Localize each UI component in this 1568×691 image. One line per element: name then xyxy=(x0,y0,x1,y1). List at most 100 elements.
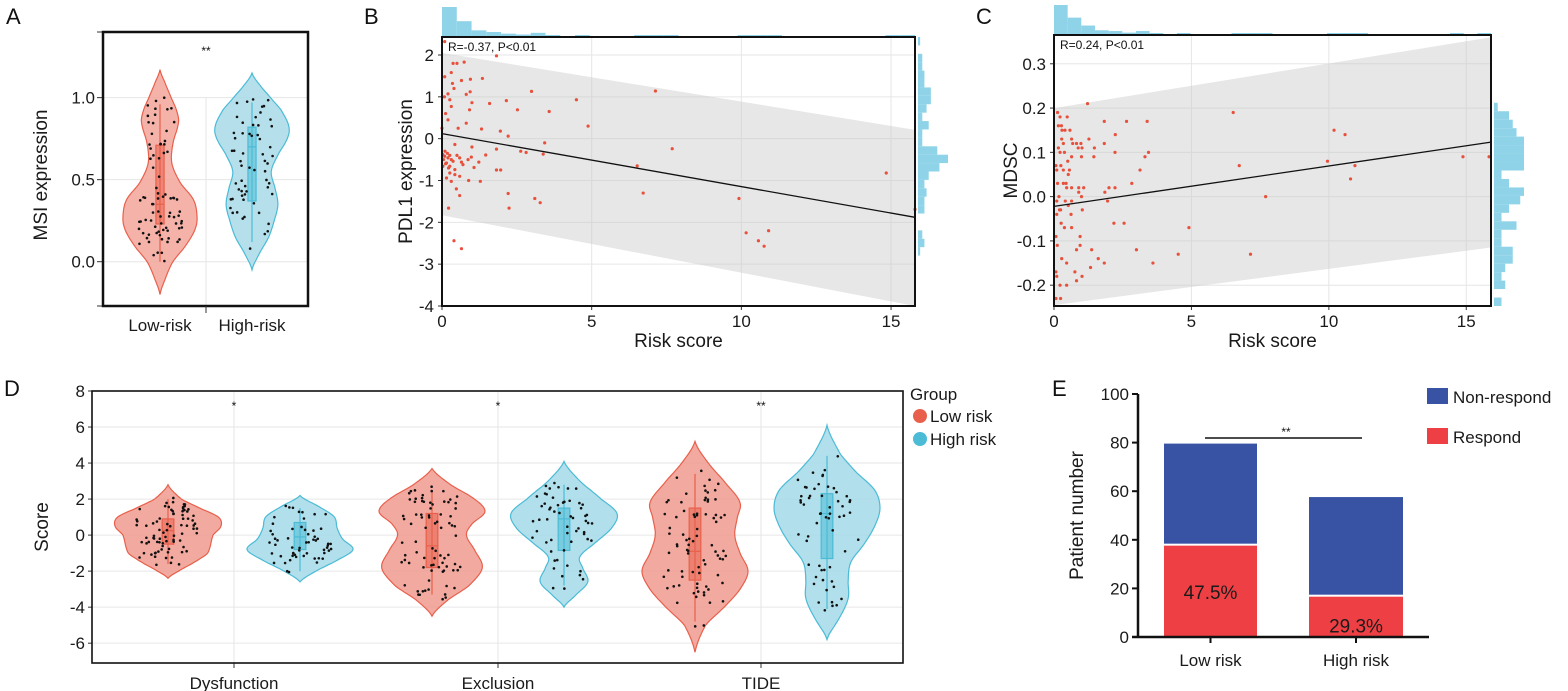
d-dysfunction-high-risk-jitter-point xyxy=(325,546,329,549)
d-dysfunction-low-risk-box xyxy=(161,518,175,545)
d-exclusion-high-risk-jitter-point xyxy=(553,481,556,485)
right-histogram-bar xyxy=(1494,195,1521,205)
d-tide-low-risk-jitter-point xyxy=(714,498,717,501)
d-tide-high-risk-jitter-point xyxy=(799,501,803,504)
x-tick-label: 0 xyxy=(1049,312,1058,331)
scatter-point xyxy=(453,173,457,177)
d-tide-low-risk-jitter-point xyxy=(686,549,690,553)
a-high-risk-jitter-point xyxy=(240,179,243,183)
d-exclusion-low-risk-jitter-point xyxy=(420,516,424,519)
a-high-risk-jitter-point xyxy=(241,217,245,220)
right-histogram-bar xyxy=(1494,212,1502,222)
d-exclusion-low-risk-jitter-point xyxy=(445,584,448,588)
scatter-point xyxy=(653,89,658,93)
a-low-risk-jitter-point xyxy=(166,240,169,244)
d-dysfunction-high-risk-jitter-point xyxy=(286,537,290,540)
scatter-point xyxy=(1348,177,1353,181)
a-high-risk-box xyxy=(247,126,257,202)
a-low-risk-jitter-point xyxy=(174,222,178,225)
scatter-point xyxy=(524,150,528,155)
scatter-point xyxy=(448,98,452,102)
d-exclusion-low-risk-jitter-point xyxy=(424,526,427,530)
d-exclusion-low-risk-jitter-point xyxy=(430,489,434,493)
d-exclusion-high-risk-jitter-point xyxy=(569,515,573,518)
d-tide-high-risk-jitter-point xyxy=(824,515,828,519)
scatter-point xyxy=(443,149,447,153)
right-histogram-bar xyxy=(918,112,923,122)
x-axis-label: Risk score xyxy=(1228,331,1317,352)
x-tick-label: High risk xyxy=(1323,651,1390,670)
d-exclusion-high-risk-jitter-point xyxy=(548,487,552,490)
d-exclusion-low-risk-jitter-point xyxy=(435,520,439,524)
a-high-risk-jitter-point xyxy=(265,178,268,182)
scatter-point xyxy=(1102,261,1106,265)
right-histogram-bar xyxy=(918,188,927,197)
d-dysfunction-high-risk-jitter-point xyxy=(288,558,292,562)
d-exclusion-low-risk-jitter-point xyxy=(454,534,458,537)
d-tide-low-risk-jitter-point xyxy=(706,498,710,501)
d-dysfunction-high-risk-jitter-point xyxy=(285,569,289,573)
d-exclusion-low-risk-jitter-point xyxy=(414,540,418,544)
d-dysfunction-low-risk-jitter-point xyxy=(195,527,199,530)
scatter-point xyxy=(1063,128,1067,132)
scatter-point xyxy=(455,61,459,65)
d-exclusion-high-risk-box xyxy=(557,507,571,552)
d-dysfunction-low-risk-jitter-point xyxy=(157,550,160,553)
d-dysfunction-low-risk-jitter-point xyxy=(193,522,197,525)
y-tick-label: -0.2 xyxy=(1017,276,1046,295)
regression-line xyxy=(1053,141,1492,208)
a-low-risk-jitter-point xyxy=(163,143,166,146)
a-high-risk-jitter-point xyxy=(263,159,267,163)
scatter-point xyxy=(1074,248,1079,252)
top-histogram-bar xyxy=(501,33,516,37)
d-exclusion-low-risk-jitter-point xyxy=(416,590,420,593)
a-low-risk-jitter-point xyxy=(157,210,160,213)
d-dysfunction-low-risk-jitter-point xyxy=(164,535,167,539)
a-high-risk-jitter-point xyxy=(266,229,270,233)
d-dysfunction-low-risk-jitter-point xyxy=(187,508,190,511)
top-histogram-bar xyxy=(1094,30,1109,35)
d-exclusion-high-risk-jitter-point xyxy=(531,519,535,523)
d-tide-low-risk-jitter-point xyxy=(680,500,683,504)
d-exclusion-low-risk-jitter-point xyxy=(413,500,417,504)
scatter-point xyxy=(1078,234,1082,239)
d-tide-high-risk-jitter-point xyxy=(812,582,816,586)
x-tick-label: Low risk xyxy=(1179,651,1242,670)
a-high-risk-jitter-point xyxy=(270,124,274,128)
scatter-point xyxy=(498,129,502,133)
scatter-point xyxy=(449,70,453,75)
d-tide-high-risk-jitter-point xyxy=(842,514,846,517)
d-exclusion-high-risk-jitter-point xyxy=(568,499,571,503)
d-tide-low-risk-jitter-point xyxy=(675,515,678,519)
a-low-risk-jitter-point xyxy=(151,121,155,125)
d-tide-high-risk-jitter-point xyxy=(845,494,849,498)
scatter-point xyxy=(464,92,468,96)
top-histogram-bar xyxy=(471,30,487,37)
scatter-point xyxy=(1066,159,1070,163)
scatter-point xyxy=(1085,102,1090,106)
d-dysfunction-high-risk-jitter-point xyxy=(326,544,330,547)
a-low-risk-jitter-point xyxy=(157,230,160,233)
d-exclusion-low-risk-jitter-point xyxy=(443,556,446,560)
scatter-point xyxy=(484,153,488,157)
scatter-point xyxy=(533,196,537,201)
x-tick-label: High-risk xyxy=(218,316,286,335)
d-exclusion-low-risk-jitter-point xyxy=(408,498,412,501)
d-dysfunction-low-risk-jitter-point xyxy=(164,556,168,560)
y-tick-label: 40 xyxy=(1110,531,1129,550)
y-axis-label: MSI expression xyxy=(31,110,52,241)
d-dysfunction-low-risk-jitter-point xyxy=(160,548,163,551)
d-tide-high-risk-jitter-point xyxy=(806,535,810,538)
d-dysfunction-high-risk-jitter-point xyxy=(327,549,331,552)
d-exclusion-low-risk-jitter-point xyxy=(441,570,445,573)
d-exclusion-low-risk-jitter-point xyxy=(433,522,437,525)
d-tide-low-risk-jitter-point xyxy=(702,593,706,597)
bar-respond-low-risk xyxy=(1164,545,1257,636)
d-exclusion-high-risk-jitter-point xyxy=(537,518,541,522)
legend-label: Respond xyxy=(1453,428,1521,447)
right-histogram-bar xyxy=(1494,128,1517,137)
correlation-annotation: R=-0.37, P<0.01 xyxy=(448,40,536,54)
d-tide-high-risk-box xyxy=(820,493,834,560)
scatter-point xyxy=(1074,279,1079,283)
